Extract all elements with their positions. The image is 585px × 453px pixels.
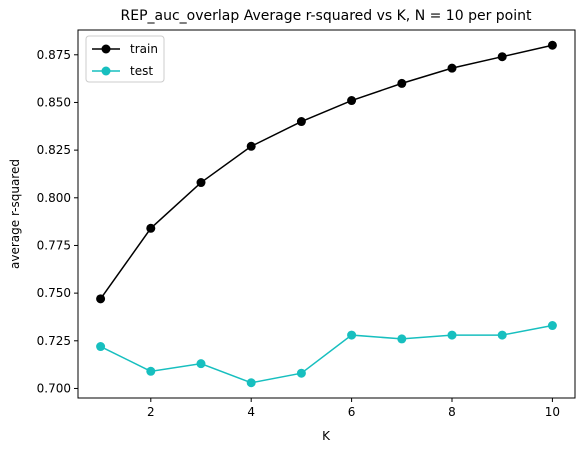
data-point-test — [246, 378, 256, 388]
data-point-train — [547, 40, 557, 50]
y-tick-label: 0.875 — [37, 48, 71, 62]
data-point-train — [397, 78, 407, 88]
data-point-test — [347, 330, 357, 340]
data-point-test — [447, 330, 457, 340]
data-point-train — [246, 141, 256, 151]
axes-frame — [77, 29, 576, 399]
series-line-test — [100, 324, 553, 384]
data-point-test — [96, 342, 106, 352]
x-tick-label: 2 — [147, 405, 155, 419]
y-tick-label: 0.700 — [37, 381, 71, 395]
data-point-train — [497, 52, 507, 62]
y-tick-label: 0.750 — [37, 286, 71, 300]
data-point-train — [447, 63, 457, 73]
data-point-train — [196, 178, 206, 188]
legend: train test — [85, 35, 165, 83]
data-point-train — [96, 294, 106, 304]
y-tick-label: 0.775 — [37, 238, 71, 252]
y-axis-label: average r-squared — [8, 159, 22, 269]
legend-label-test: test — [130, 64, 153, 78]
x-tick-label: 4 — [247, 405, 255, 419]
y-tick-label: 0.800 — [37, 191, 71, 205]
plot-area — [96, 40, 557, 388]
x-tick-label: 6 — [348, 405, 356, 419]
y-tick-label: 0.825 — [37, 143, 71, 157]
x-axis-label: K — [322, 429, 331, 443]
data-point-test — [146, 366, 156, 376]
data-point-train — [296, 117, 306, 127]
x-axis: 2 4 6 8 10 — [147, 398, 560, 419]
data-point-test — [397, 334, 407, 344]
y-tick-label: 0.725 — [37, 334, 71, 348]
data-point-train — [347, 96, 357, 106]
legend-label-train: train — [130, 42, 158, 56]
data-point-test — [196, 359, 206, 369]
data-point-test — [296, 368, 306, 378]
series-line-train — [99, 44, 553, 300]
y-axis: 0.700 0.725 0.750 0.775 0.800 0.825 0.850 0.875 — [37, 48, 78, 395]
legend-swatch-marker-test — [101, 66, 111, 76]
data-point-test — [497, 330, 507, 340]
legend-swatch-marker-train — [101, 44, 111, 54]
x-tick-label: 8 — [448, 405, 456, 419]
data-point-train — [146, 223, 156, 233]
x-tick-label: 10 — [545, 405, 560, 419]
data-point-test — [547, 321, 557, 331]
chart-title: REP_auc_overlap Average r-squared vs K, … — [121, 8, 532, 24]
y-tick-label: 0.850 — [37, 95, 71, 109]
